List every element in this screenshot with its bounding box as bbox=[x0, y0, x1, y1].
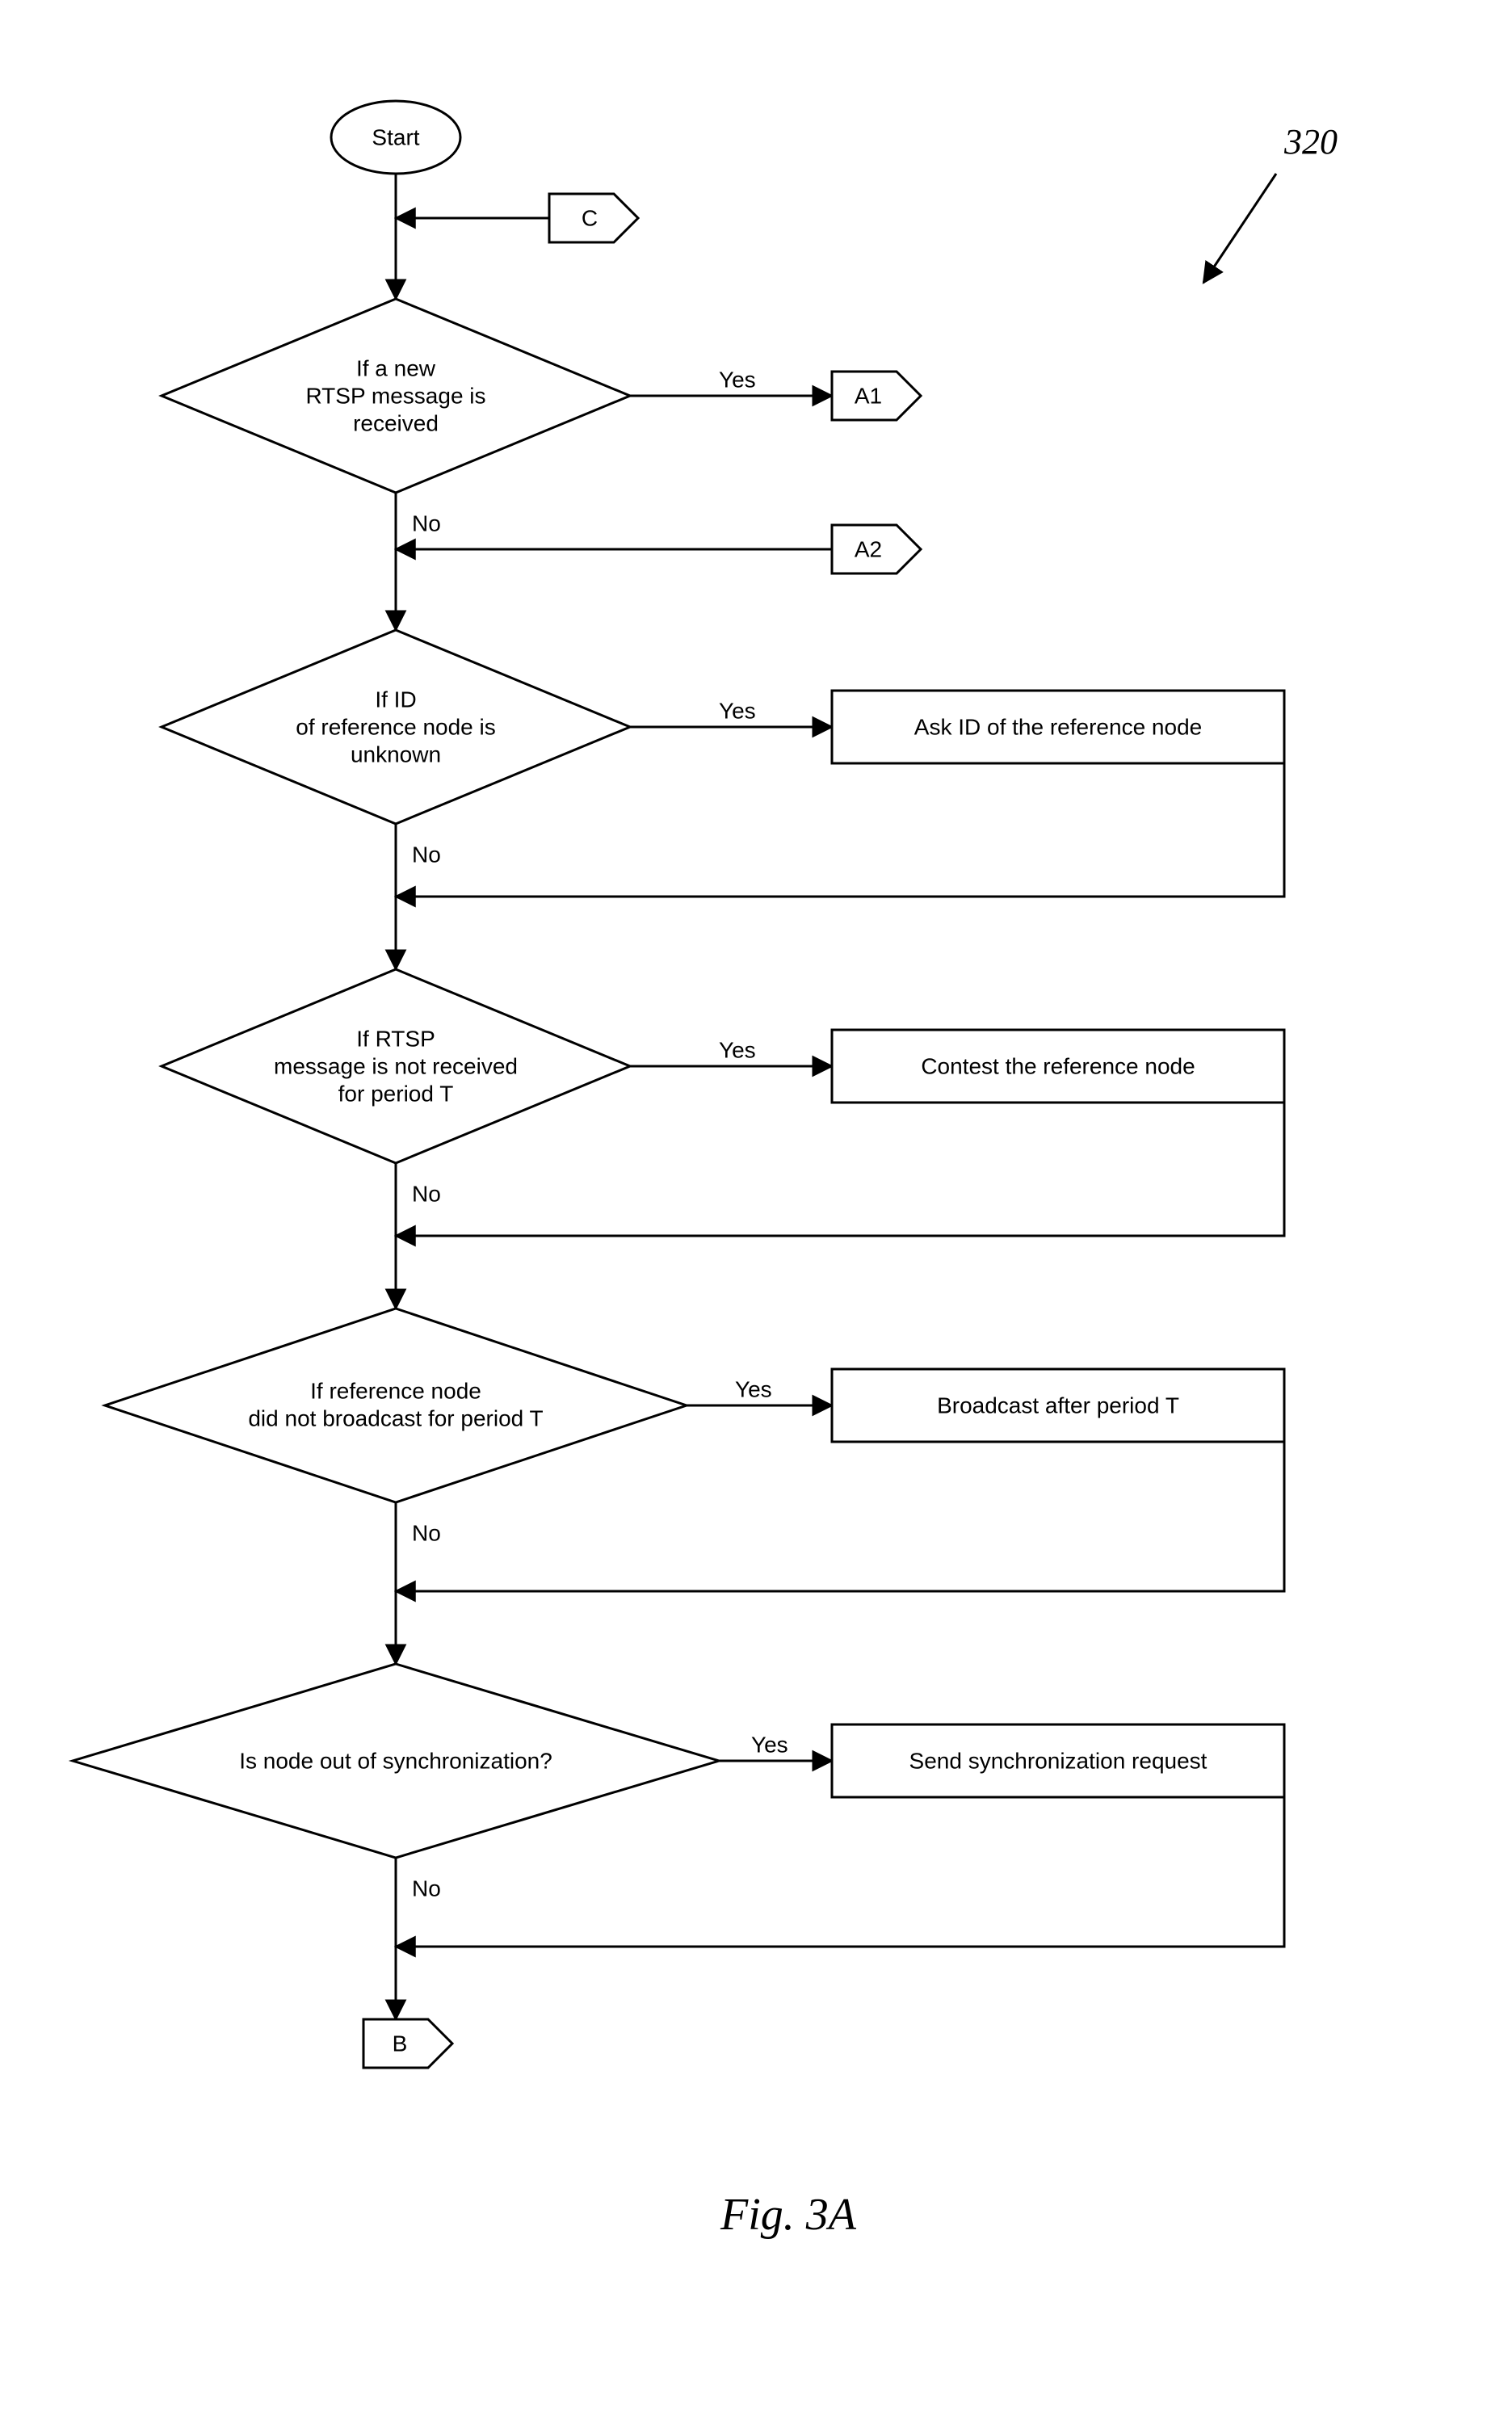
edge-label-yes: Yes bbox=[719, 1037, 756, 1062]
svg-text:If RTSP: If RTSP bbox=[356, 1026, 435, 1051]
connector-a1: A1 bbox=[832, 372, 921, 420]
edge-label-no: No bbox=[412, 1520, 441, 1545]
connector-b: B bbox=[363, 2019, 452, 2068]
svg-text:for period T: for period T bbox=[338, 1081, 454, 1106]
edge-label-yes: Yes bbox=[751, 1732, 788, 1757]
process-p5: Send synchronization request bbox=[832, 1724, 1284, 1797]
svg-text:If a new: If a new bbox=[356, 355, 436, 380]
edge-label-no: No bbox=[412, 1876, 441, 1901]
figure-caption: Fig. 3A bbox=[720, 2190, 857, 2240]
connector-c: C bbox=[549, 194, 638, 242]
svg-text:If ID: If ID bbox=[375, 687, 416, 712]
process-p2: Ask ID of the reference node bbox=[832, 691, 1284, 763]
edge bbox=[396, 1103, 1284, 1236]
decision-d1: If a new RTSP message is received bbox=[162, 299, 630, 493]
svg-text:Contest the reference node: Contest the reference node bbox=[921, 1053, 1195, 1078]
svg-text:received: received bbox=[353, 410, 439, 435]
flowchart-canvas: 320 Start C If a new RTSP message is rec… bbox=[32, 32, 1512, 2396]
svg-text:B: B bbox=[393, 2031, 408, 2056]
edge bbox=[396, 1797, 1284, 1947]
svg-text:Send synchronization request: Send synchronization request bbox=[909, 1748, 1208, 1773]
edge-label-no: No bbox=[412, 842, 441, 867]
svg-text:Broadcast after period T: Broadcast after period T bbox=[937, 1393, 1179, 1418]
svg-text:A2: A2 bbox=[855, 536, 882, 561]
process-p3: Contest the reference node bbox=[832, 1030, 1284, 1103]
decision-d5: Is node out of synchronization? bbox=[73, 1664, 719, 1858]
edge-label-no: No bbox=[412, 510, 441, 536]
decision-d2: If ID of reference node is unknown bbox=[162, 630, 630, 824]
svg-text:A1: A1 bbox=[855, 383, 882, 408]
svg-text:did not broadcast for period T: did not broadcast for period T bbox=[248, 1405, 543, 1430]
start-node: Start bbox=[331, 101, 460, 174]
process-p4: Broadcast after period T bbox=[832, 1369, 1284, 1442]
svg-text:Is node out of synchronization: Is node out of synchronization? bbox=[239, 1748, 552, 1773]
edge-label-yes: Yes bbox=[735, 1376, 772, 1401]
edge-label-yes: Yes bbox=[719, 698, 756, 723]
decision-d3: If RTSP message is not received for peri… bbox=[162, 969, 630, 1163]
connector-a2: A2 bbox=[832, 525, 921, 573]
edge-label-yes: Yes bbox=[719, 367, 756, 392]
edge-label-no: No bbox=[412, 1181, 441, 1206]
decision-d4: If reference node did not broadcast for … bbox=[105, 1309, 687, 1502]
svg-text:unknown: unknown bbox=[351, 741, 441, 767]
svg-text:If reference node: If reference node bbox=[310, 1378, 481, 1403]
edge bbox=[396, 1442, 1284, 1591]
svg-text:of reference node is: of reference node is bbox=[296, 714, 496, 739]
edge bbox=[396, 763, 1284, 897]
svg-text:RTSP message is: RTSP message is bbox=[305, 383, 485, 408]
svg-text:message is not received: message is not received bbox=[274, 1053, 518, 1078]
reference-arrow bbox=[1203, 174, 1276, 283]
svg-text:Ask ID of the reference node: Ask ID of the reference node bbox=[914, 714, 1202, 739]
svg-text:C: C bbox=[582, 205, 598, 230]
reference-number: 320 bbox=[1283, 122, 1338, 162]
svg-text:Start: Start bbox=[372, 124, 419, 149]
